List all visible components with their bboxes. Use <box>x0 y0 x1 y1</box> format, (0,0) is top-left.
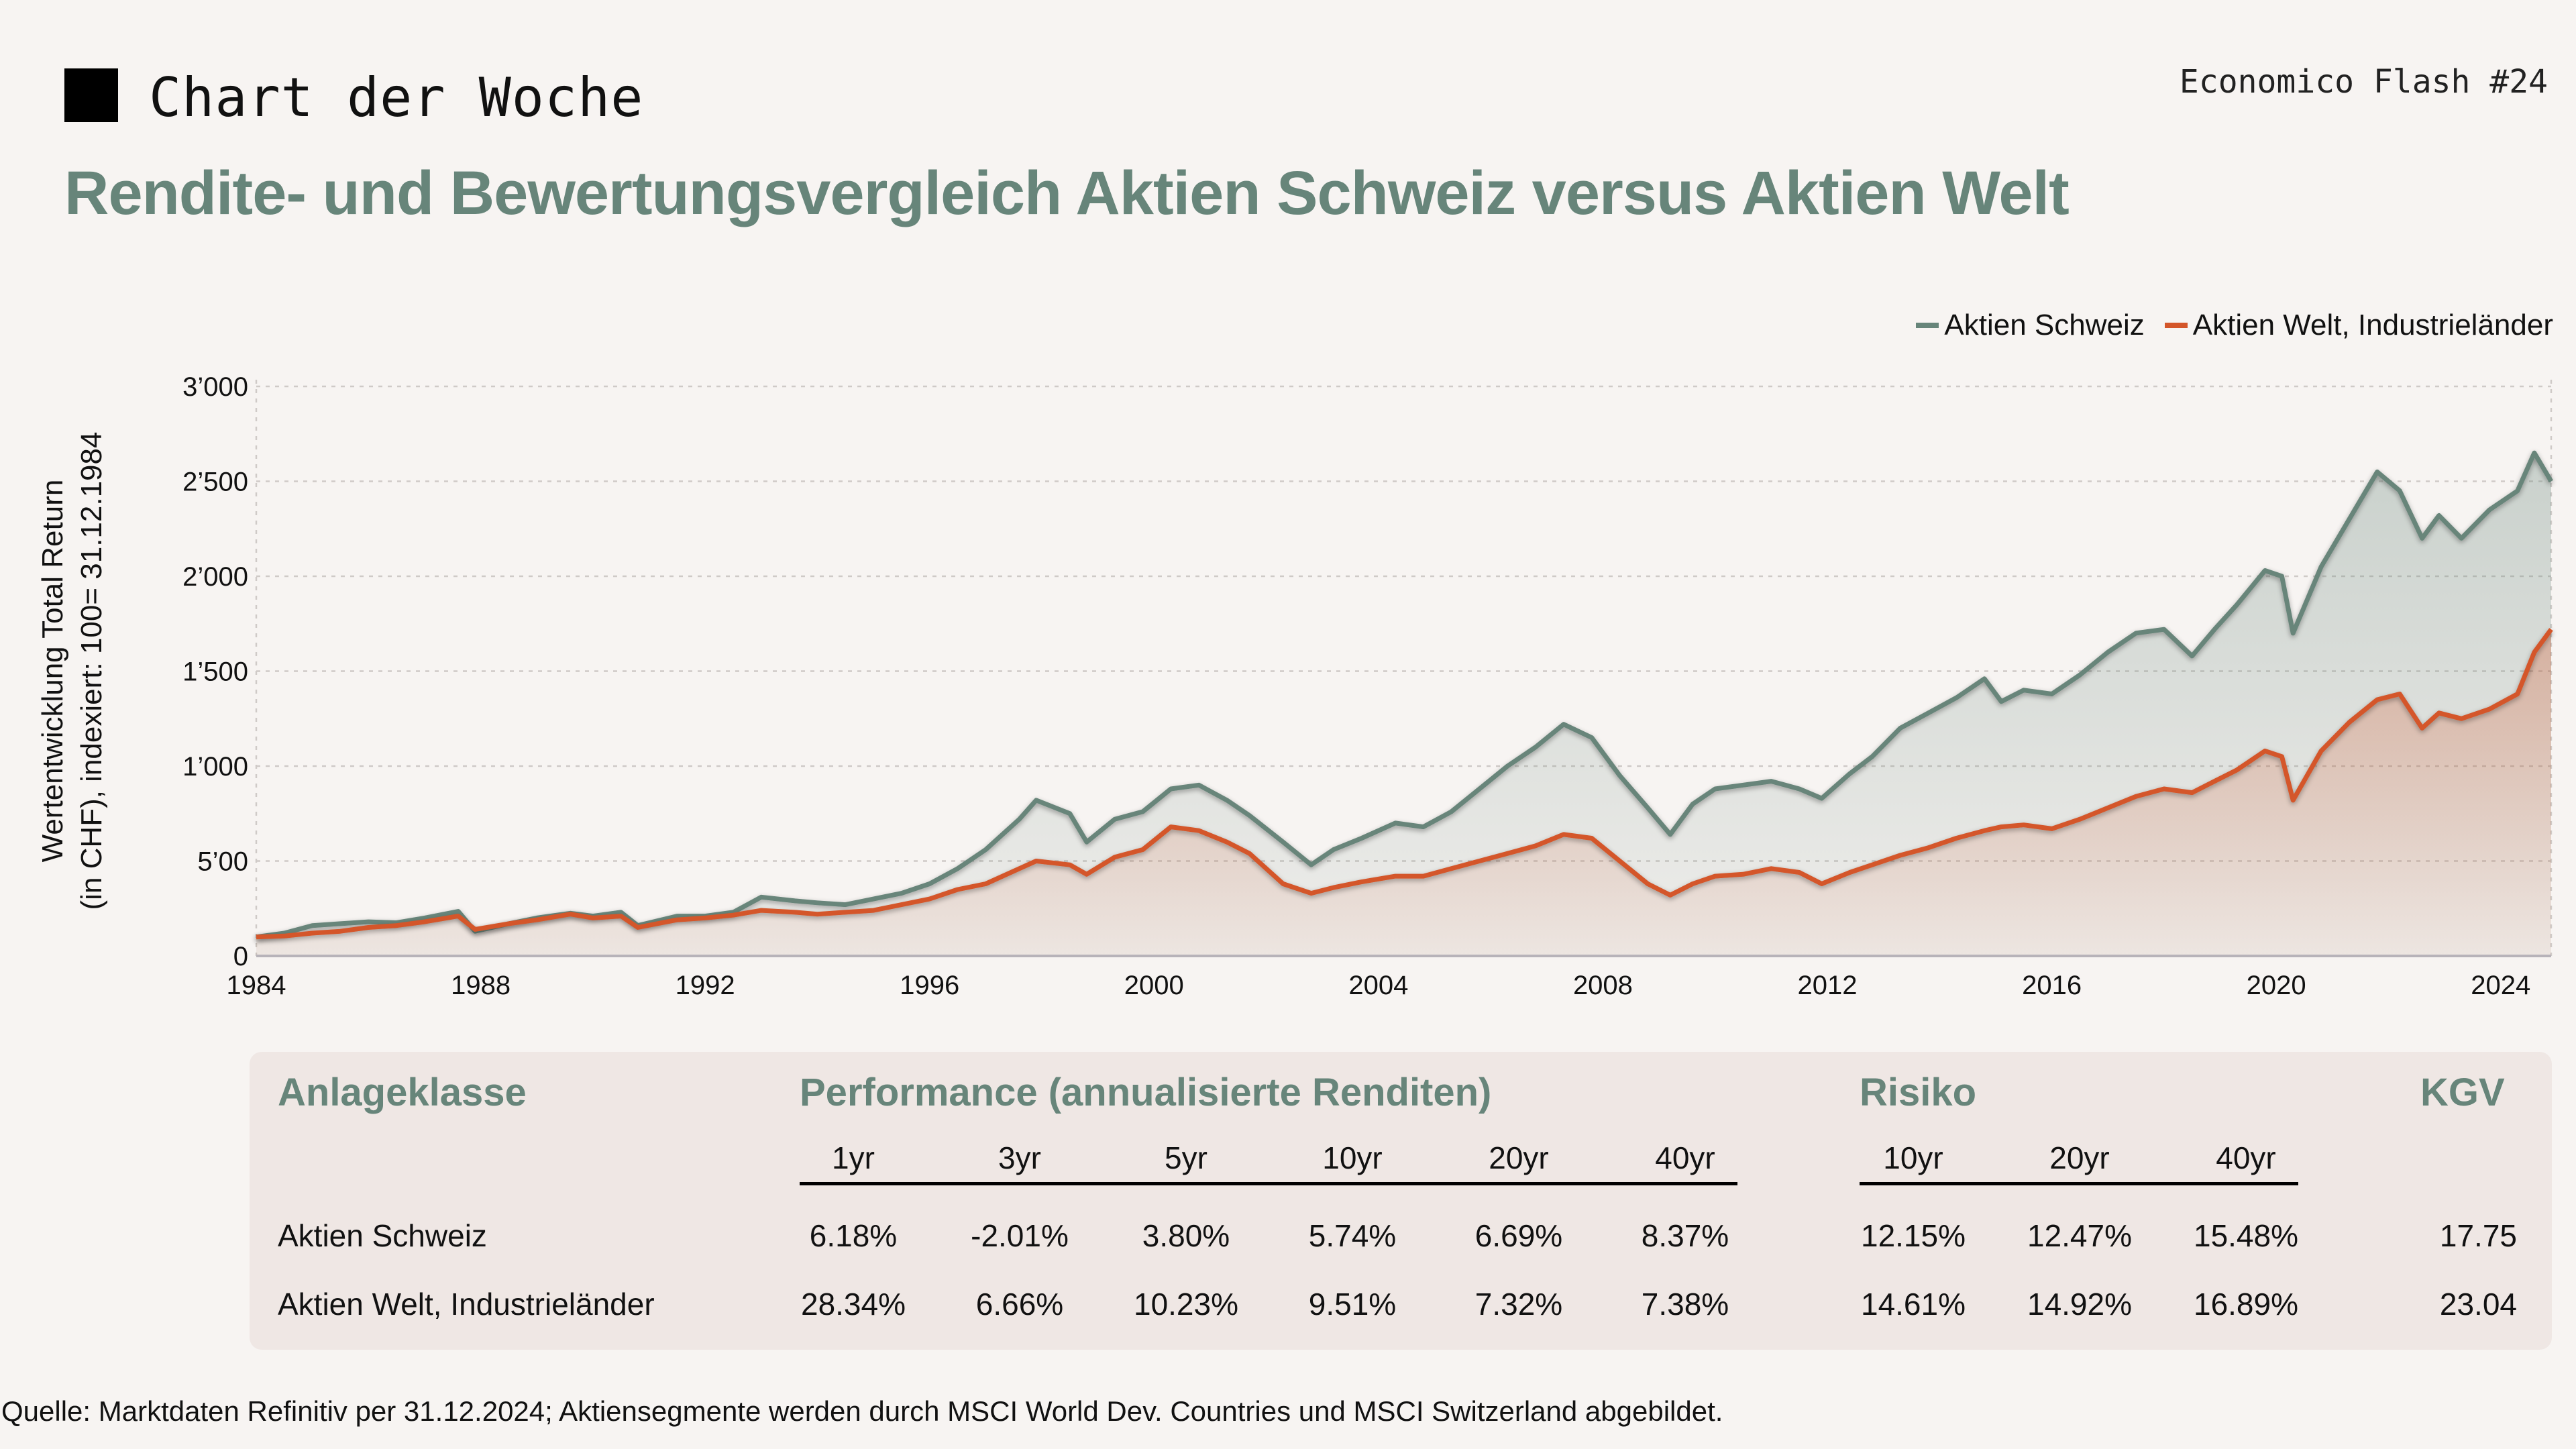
header-performance: Performance (annualisierte Renditen) <box>800 1071 1492 1114</box>
source-note: Quelle: Marktdaten Refinitiv per 31.12.2… <box>1 1395 1723 1427</box>
table-cell: 10.23% <box>1133 1287 1238 1322</box>
table-cell: 15.48% <box>2193 1218 2298 1253</box>
x-tick-label: 2004 <box>1348 971 1408 1000</box>
table-cell: 16.89% <box>2193 1287 2298 1322</box>
series-lines <box>256 450 2554 940</box>
row-label-welt: Aktien Welt, Industrieländer <box>278 1287 655 1322</box>
x-tick-label: 2000 <box>1124 971 1184 1000</box>
perf-col-1yr: 1yr <box>832 1140 875 1175</box>
table-cell: 5.74% <box>1308 1218 1397 1253</box>
x-tick-label: 1988 <box>451 971 511 1000</box>
table-cell: 7.38% <box>1641 1287 1729 1322</box>
header-risk: Risiko <box>1860 1071 1977 1114</box>
x-tick-label: 1996 <box>900 971 959 1000</box>
x-tick-labels: 1984 1988 1992 1996 2000 2004 2008 2012 2016 2020… <box>227 971 2531 1000</box>
table-cell: 6.18% <box>809 1218 898 1253</box>
issue-label: Economico Flash #24 <box>2179 63 2548 101</box>
risk-col-10yr: 10yr <box>1883 1140 1943 1175</box>
y-tick-label: 1’500 <box>182 657 248 687</box>
series-areas <box>256 453 2551 956</box>
x-tick-label: 1992 <box>676 971 735 1000</box>
header-kgv: KGV <box>2420 1071 2505 1114</box>
y-tick-label: 1’000 <box>182 752 248 782</box>
legend-label-schweiz: Aktien Schweiz <box>1944 309 2145 341</box>
table-cell: 9.51% <box>1308 1287 1397 1322</box>
line-schweiz <box>256 450 2554 940</box>
table-cell: 6.69% <box>1474 1218 1563 1253</box>
x-tick-label: 2008 <box>1573 971 1633 1000</box>
y-tick-label: 5’00 <box>197 847 248 877</box>
table-cell-kgv: 23.04 <box>2439 1287 2517 1322</box>
chart-legend: Aktien Schweiz Aktien Welt, Industrielän… <box>1916 305 2553 345</box>
y-tick-label: 3’000 <box>182 372 248 402</box>
y-tick-label: 2’500 <box>182 468 248 497</box>
legend-item-welt: Aktien Welt, Industrieländer <box>2164 305 2553 345</box>
perf-col-40yr: 40yr <box>1655 1140 1715 1175</box>
table-cell: -2.01% <box>971 1218 1069 1253</box>
table-cell: 8.37% <box>1641 1218 1729 1253</box>
perf-col-10yr: 10yr <box>1322 1140 1383 1175</box>
kicker-label: Chart der Woche <box>149 66 644 129</box>
area-welt <box>256 629 2551 956</box>
y-tick-label: 2’000 <box>182 562 248 592</box>
risk-col-20yr: 20yr <box>2049 1140 2110 1175</box>
perf-col-5yr: 5yr <box>1165 1140 1208 1175</box>
table-cell: 14.61% <box>1860 1287 1966 1322</box>
y-tick-label: 0 <box>233 942 248 971</box>
comparison-table <box>250 1052 2552 1350</box>
risk-col-40yr: 40yr <box>2216 1140 2276 1175</box>
perf-col-3yr: 3yr <box>998 1140 1041 1175</box>
performance-header-rule <box>800 1182 1737 1185</box>
table-cell: 28.34% <box>800 1287 906 1322</box>
table-cell: 12.47% <box>2027 1218 2132 1253</box>
kicker-square-icon <box>64 68 118 122</box>
table-cell: 12.15% <box>1860 1218 1966 1253</box>
risk-header-rule <box>1860 1182 2298 1185</box>
x-tick-label: 2024 <box>2471 971 2530 1000</box>
table-cell: 6.66% <box>975 1287 1064 1322</box>
x-tick-label: 1984 <box>227 971 286 1000</box>
perf-col-20yr: 20yr <box>1489 1140 1549 1175</box>
x-tick-label: 2020 <box>2247 971 2306 1000</box>
table-cell: 14.92% <box>2027 1287 2132 1322</box>
x-tick-label: 2016 <box>2022 971 2082 1000</box>
legend-swatch-schweiz <box>1916 323 1939 328</box>
table-cell: 3.80% <box>1142 1218 1230 1253</box>
row-label-schweiz: Aktien Schweiz <box>278 1218 487 1253</box>
page-title: Rendite- und Bewertungsvergleich Aktien … <box>64 159 2070 227</box>
x-tick-label: 2012 <box>1798 971 1858 1000</box>
table-cell-kgv: 17.75 <box>2439 1218 2517 1253</box>
line-welt <box>256 628 2553 940</box>
header-asset-class: Anlageklasse <box>278 1071 527 1114</box>
legend-label-welt: Aktien Welt, Industrieländer <box>2192 309 2553 341</box>
legend-item-schweiz: Aktien Schweiz <box>1916 305 2145 345</box>
y-tick-labels: 0 5’00 1’000 1’500 2’000 2’500 3’000 <box>182 372 248 971</box>
table-cell: 7.32% <box>1474 1287 1563 1322</box>
legend-swatch-welt <box>2164 323 2188 328</box>
